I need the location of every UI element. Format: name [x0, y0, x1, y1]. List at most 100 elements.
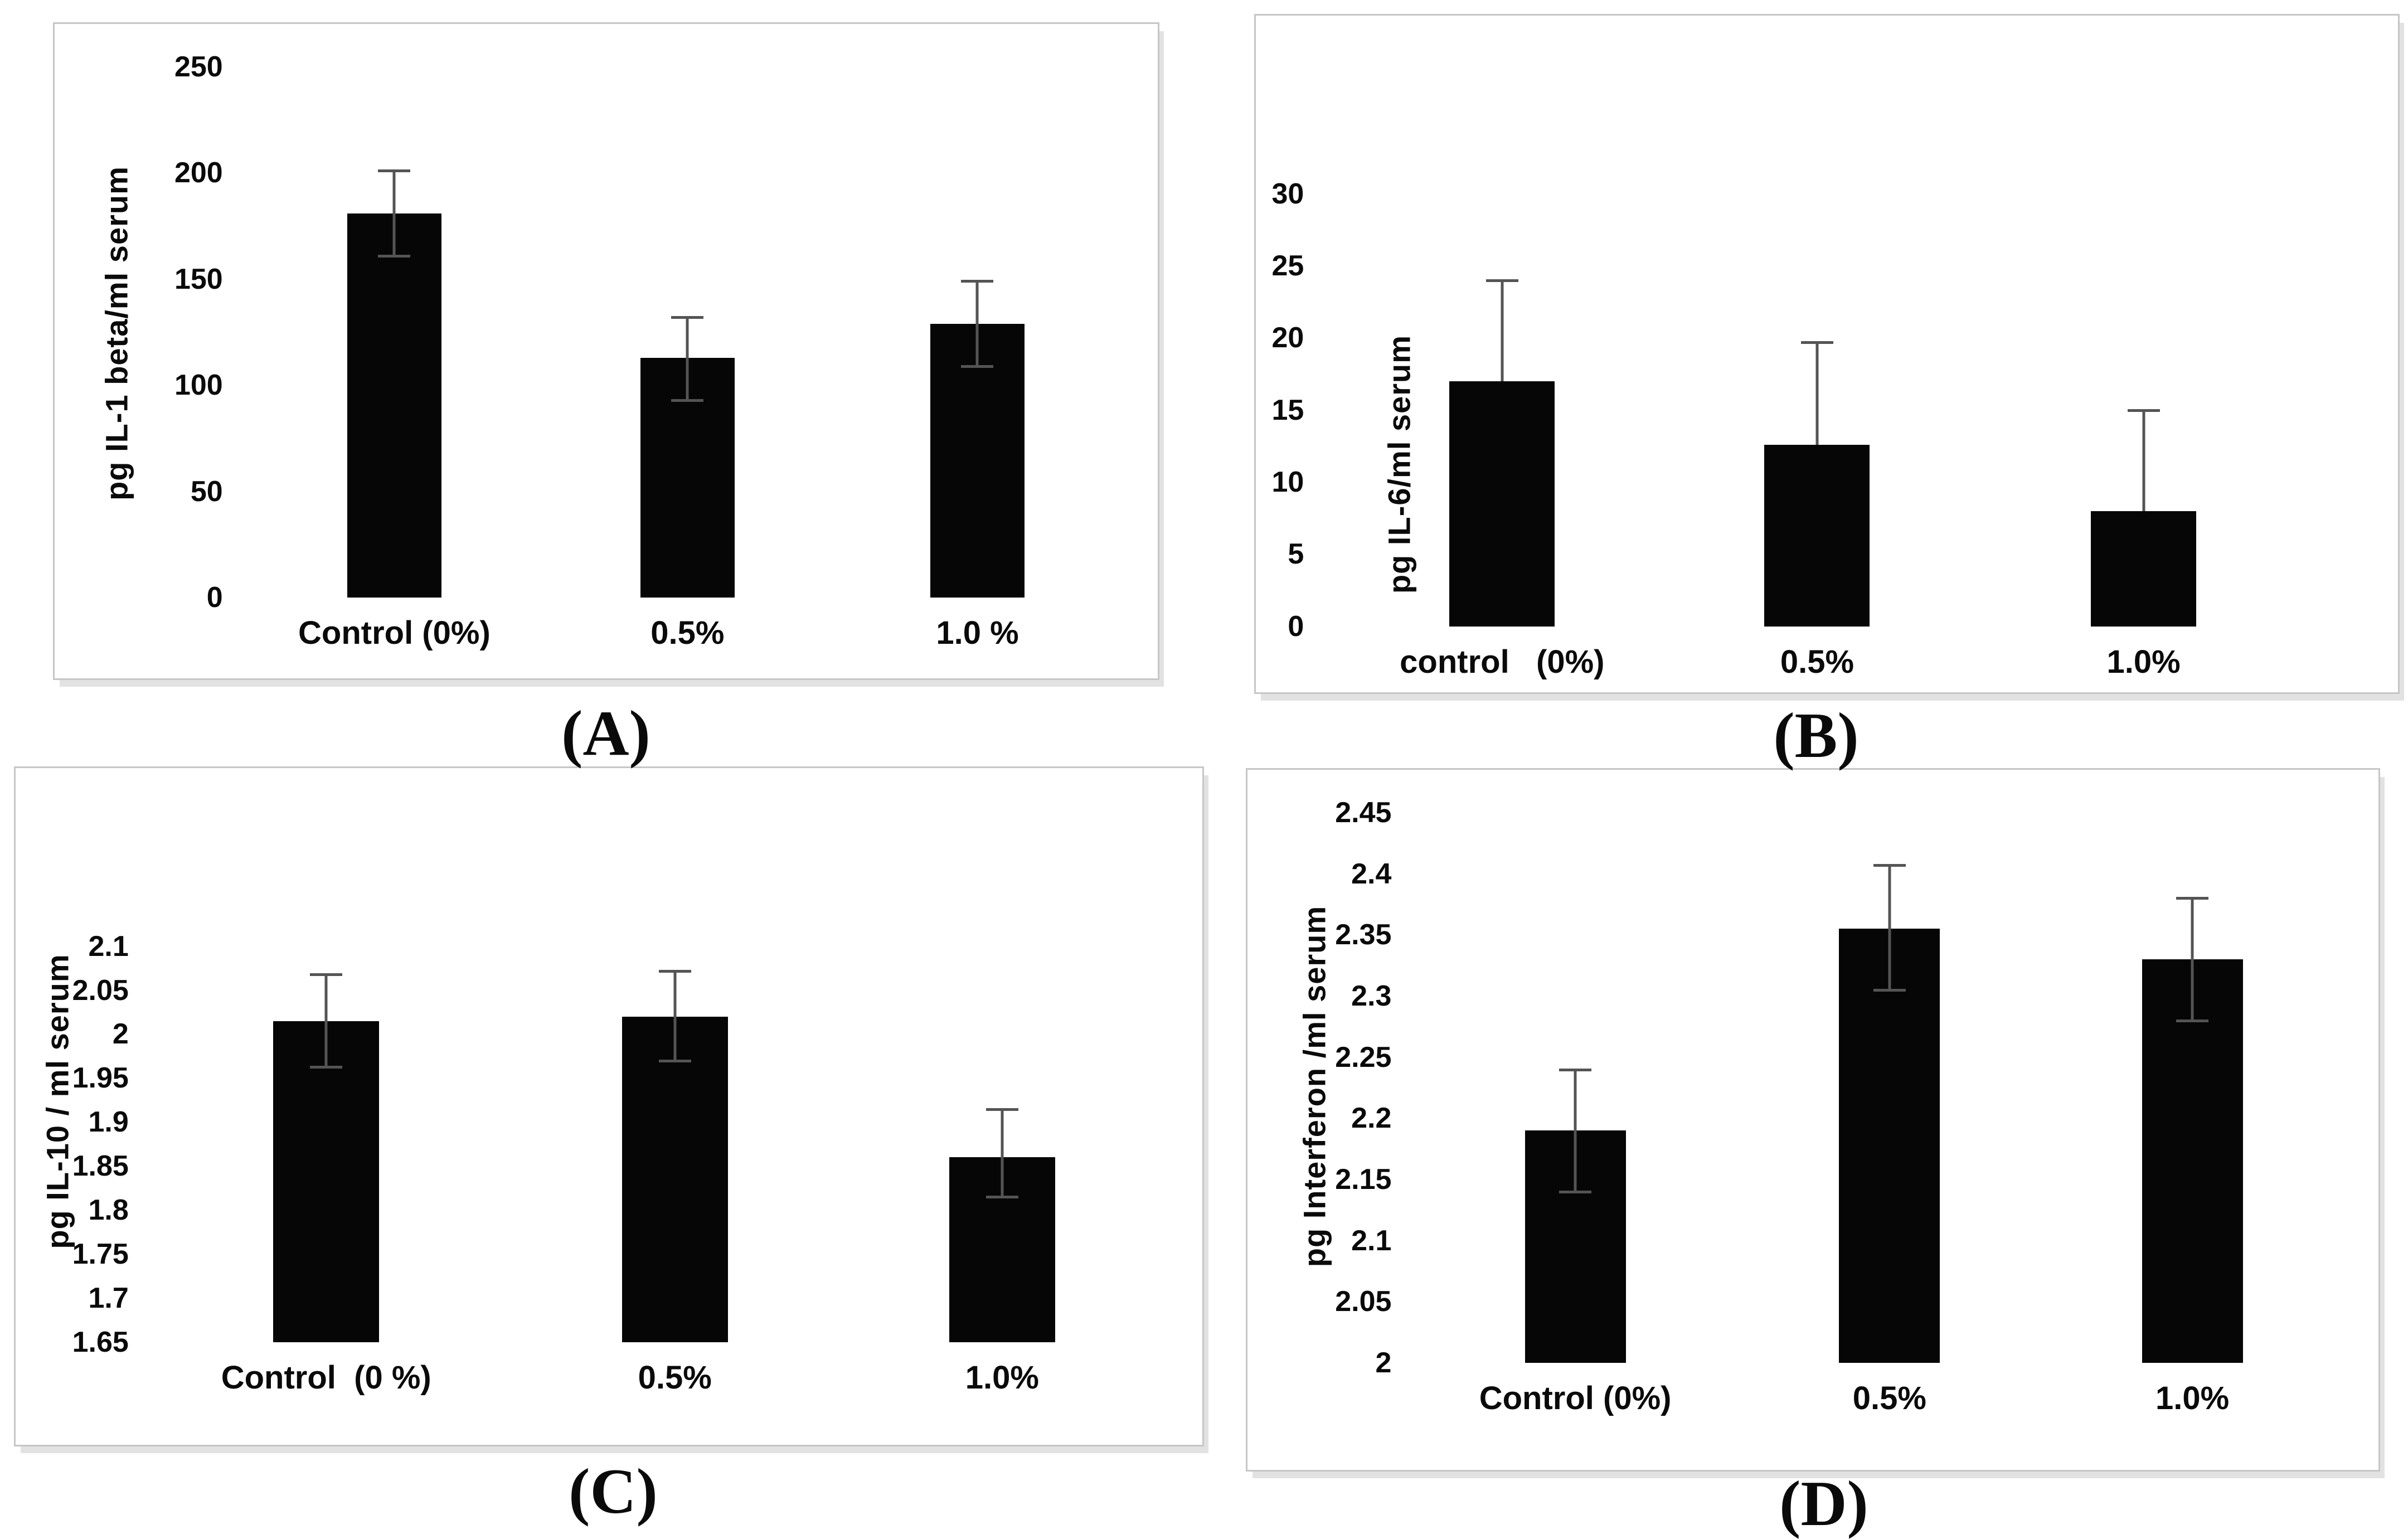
y-axis-title: pg IL-6/ml serum	[1381, 335, 1417, 594]
panel-c-il10-chart: pg IL-10 / ml serum 1.65 1.7 1.75 1.8 1.85 1.9…	[14, 766, 1204, 1446]
y-tick-label: 150	[174, 263, 223, 295]
bar-chart-interferon: pg Interferon /ml serum 2 2.05 2.1 2.15 2.2 2.…	[1247, 770, 2378, 1470]
error-bar-line	[1001, 1109, 1004, 1197]
error-bar-line	[1815, 342, 1819, 445]
error-bar-line	[686, 317, 689, 400]
y-axis-title: pg IL-1 beta/ml serum	[99, 166, 134, 501]
y-tick-label: 1.9	[88, 1106, 129, 1139]
x-tick-label: Control (0%)	[298, 614, 491, 651]
y-tick-label: 1.65	[72, 1326, 129, 1358]
x-tick-label: 1.0%	[2106, 643, 2181, 680]
bar	[347, 213, 441, 598]
y-axis-title: pg Interferon /ml serum	[1297, 905, 1332, 1268]
y-tick-label: 2.3	[1351, 979, 1392, 1012]
error-bar-cap-bottom	[961, 365, 994, 368]
y-tick-label: 10	[1271, 465, 1304, 498]
y-tick-label: 250	[174, 50, 223, 83]
error-bar-line	[324, 974, 328, 1067]
y-tick-label: 1.95	[72, 1062, 129, 1095]
y-tick-label: 50	[190, 475, 223, 508]
error-bar-cap-top	[1873, 864, 1906, 867]
error-bar-cap-top	[1800, 341, 1833, 344]
error-bar-cap-top	[658, 969, 691, 973]
y-tick-label: 1.75	[72, 1237, 129, 1270]
error-bar-line	[1501, 280, 1504, 381]
x-tick-label: 0.5%	[1780, 643, 1854, 680]
y-tick-label: 25	[1271, 249, 1304, 282]
x-tick-label: 1.0 %	[936, 614, 1019, 651]
error-bar-line	[1888, 865, 1891, 990]
y-tick-label: 200	[174, 157, 223, 190]
y-tick-label: 20	[1271, 322, 1304, 355]
error-bar-cap-bottom	[2176, 1019, 2209, 1022]
error-bar-cap-top	[985, 1108, 1018, 1111]
error-bar-cap-bottom	[985, 1196, 1018, 1199]
y-tick-label: 2.25	[1335, 1041, 1392, 1074]
x-tick-label: 1.0%	[965, 1359, 1040, 1396]
x-tick-label: Control (0%)	[1479, 1380, 1672, 1416]
error-bar-cap-bottom	[310, 1065, 343, 1069]
x-tick-label: 0.5%	[1852, 1380, 1926, 1416]
y-tick-label: 2.35	[1335, 919, 1392, 951]
x-tick-label: control (0%)	[1400, 643, 1605, 680]
error-bar-cap-top	[378, 169, 411, 173]
y-tick-label: 2.15	[1335, 1163, 1392, 1196]
error-bar-line	[975, 281, 979, 366]
bar-chart-il10: pg IL-10 / ml serum 1.65 1.7 1.75 1.8 1.85 1.9…	[16, 768, 1202, 1445]
error-bar-cap-bottom	[658, 1059, 691, 1062]
bar	[1764, 444, 1870, 627]
y-tick-label: 0	[1288, 610, 1304, 643]
error-bar-cap-bottom	[1873, 988, 1906, 992]
y-tick-label: 2.05	[72, 974, 129, 1007]
error-bar-line	[1574, 1069, 1577, 1192]
panel-label-c: (C)	[569, 1456, 658, 1527]
y-tick-label: 1.7	[88, 1281, 129, 1314]
y-tick-label: 30	[1271, 177, 1304, 210]
bar	[1449, 381, 1555, 627]
y-tick-label: 2.1	[88, 930, 129, 963]
error-bar-cap-top	[671, 316, 704, 319]
error-bar-cap-top	[310, 973, 343, 977]
y-tick-label: 5	[1288, 538, 1304, 571]
panel-label-d: (D)	[1779, 1468, 1868, 1539]
panel-b-il6-chart: pg IL-6/ml serum 0 5 10 15 20 25 30 control (0%)…	[1254, 14, 2400, 694]
error-bar-cap-bottom	[1559, 1190, 1592, 1193]
error-bar-cap-bottom	[378, 254, 411, 258]
error-bar-cap-bottom	[671, 399, 704, 402]
error-bar-line	[673, 970, 677, 1061]
x-tick-label: 1.0%	[2155, 1380, 2230, 1416]
panel-a-il1beta-chart: pg IL-1 beta/ml serum 0 50 100 150 200 250 Cont…	[53, 22, 1159, 680]
panel-label-a: (A)	[561, 698, 650, 769]
error-bar-cap-top	[2127, 409, 2160, 412]
bar	[930, 323, 1025, 598]
bar-chart-il1beta: pg IL-1 beta/ml serum 0 50 100 150 200 250 Cont…	[55, 24, 1158, 678]
y-tick-label: 100	[174, 369, 223, 402]
bar	[622, 1016, 728, 1342]
x-tick-label: 0.5%	[638, 1359, 712, 1396]
error-bar-line	[392, 171, 396, 256]
y-tick-label: 2.4	[1351, 857, 1392, 890]
y-tick-label: 15	[1271, 394, 1304, 426]
bar	[2142, 959, 2243, 1363]
y-tick-label: 1.85	[72, 1150, 129, 1183]
y-tick-label: 2.1	[1351, 1224, 1392, 1257]
y-tick-label: 0	[206, 581, 223, 614]
panel-label-b: (B)	[1773, 700, 1859, 771]
x-tick-label: Control (0 %)	[221, 1359, 431, 1396]
panel-d-interferon-chart: pg Interferon /ml serum 2 2.05 2.1 2.15 2.2 2.…	[1246, 768, 2380, 1472]
y-tick-label: 2.2	[1351, 1102, 1392, 1135]
bar-chart-il6: pg IL-6/ml serum 0 5 10 15 20 25 30 control (0%)…	[1256, 16, 2398, 692]
y-tick-label: 1.8	[88, 1194, 129, 1226]
error-bar-cap-top	[2176, 897, 2209, 900]
error-bar-cap-top	[1485, 279, 1518, 282]
error-bar-cap-top	[1559, 1068, 1592, 1071]
bar	[1839, 929, 1940, 1363]
error-bar-line	[2142, 410, 2145, 511]
y-tick-label: 2.05	[1335, 1285, 1392, 1318]
bar	[2091, 511, 2197, 627]
y-tick-label: 2	[1375, 1346, 1392, 1379]
bar	[273, 1021, 380, 1342]
y-tick-label: 2	[112, 1018, 129, 1051]
error-bar-line	[2191, 898, 2194, 1021]
